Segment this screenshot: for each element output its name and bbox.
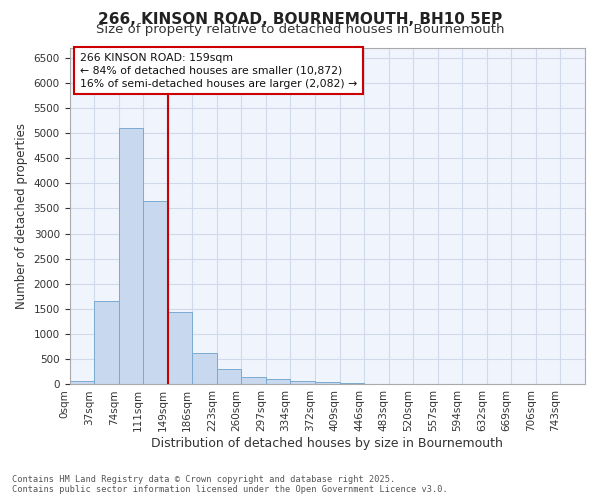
Text: 266 KINSON ROAD: 159sqm
← 84% of detached houses are smaller (10,872)
16% of sem: 266 KINSON ROAD: 159sqm ← 84% of detache…: [80, 52, 357, 89]
Bar: [94, 301, 119, 384]
Bar: [217, 369, 241, 384]
Bar: [168, 312, 192, 384]
X-axis label: Distribution of detached houses by size in Bournemouth: Distribution of detached houses by size …: [151, 437, 503, 450]
Text: 266, KINSON ROAD, BOURNEMOUTH, BH10 5EP: 266, KINSON ROAD, BOURNEMOUTH, BH10 5EP: [98, 12, 502, 28]
Bar: [266, 379, 290, 384]
Bar: [119, 128, 143, 384]
Text: Contains HM Land Registry data © Crown copyright and database right 2025.
Contai: Contains HM Land Registry data © Crown c…: [12, 474, 448, 494]
Bar: [241, 376, 266, 384]
Bar: [192, 354, 217, 384]
Bar: [290, 380, 315, 384]
Bar: [315, 382, 340, 384]
Bar: [143, 201, 168, 384]
Text: Size of property relative to detached houses in Bournemouth: Size of property relative to detached ho…: [96, 22, 504, 36]
Y-axis label: Number of detached properties: Number of detached properties: [15, 123, 28, 309]
Bar: [70, 381, 94, 384]
Bar: [340, 383, 364, 384]
